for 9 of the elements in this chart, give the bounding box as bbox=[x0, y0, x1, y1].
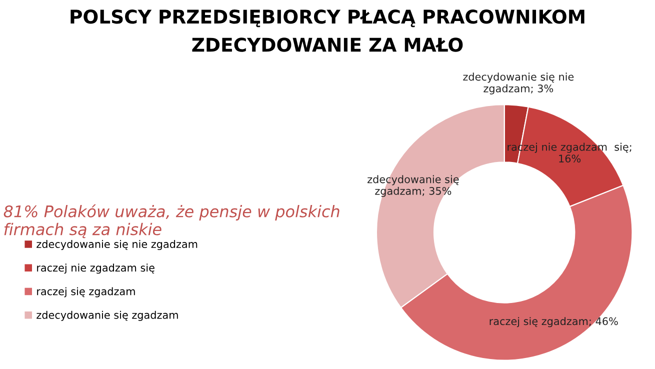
legend-label: zdecydowanie się nie zgadzam bbox=[36, 240, 198, 250]
legend-label: zdecydowanie się zgadzam bbox=[36, 310, 178, 321]
chart-title: POLSCY PRZEDSIĘBIORCY PŁACĄ PRACOWNIKOM ZDECYDOWANIE ZA MAŁO bbox=[70, 10, 584, 52]
legend-label: raczej się zgadzam bbox=[37, 287, 135, 298]
data-label: zdecydowanie się nie zgadzam; 3% bbox=[463, 72, 574, 94]
text: 81% Polaków uważa, że pensje w polskich firmach są za niskie bbox=[4, 204, 340, 238]
data-label: zdecydowanie się zgadzam; 35% bbox=[368, 175, 459, 197]
data-label: raczej się zgadzam; 46% bbox=[490, 317, 618, 328]
legend-label: raczej nie zgadzam się bbox=[37, 264, 154, 274]
